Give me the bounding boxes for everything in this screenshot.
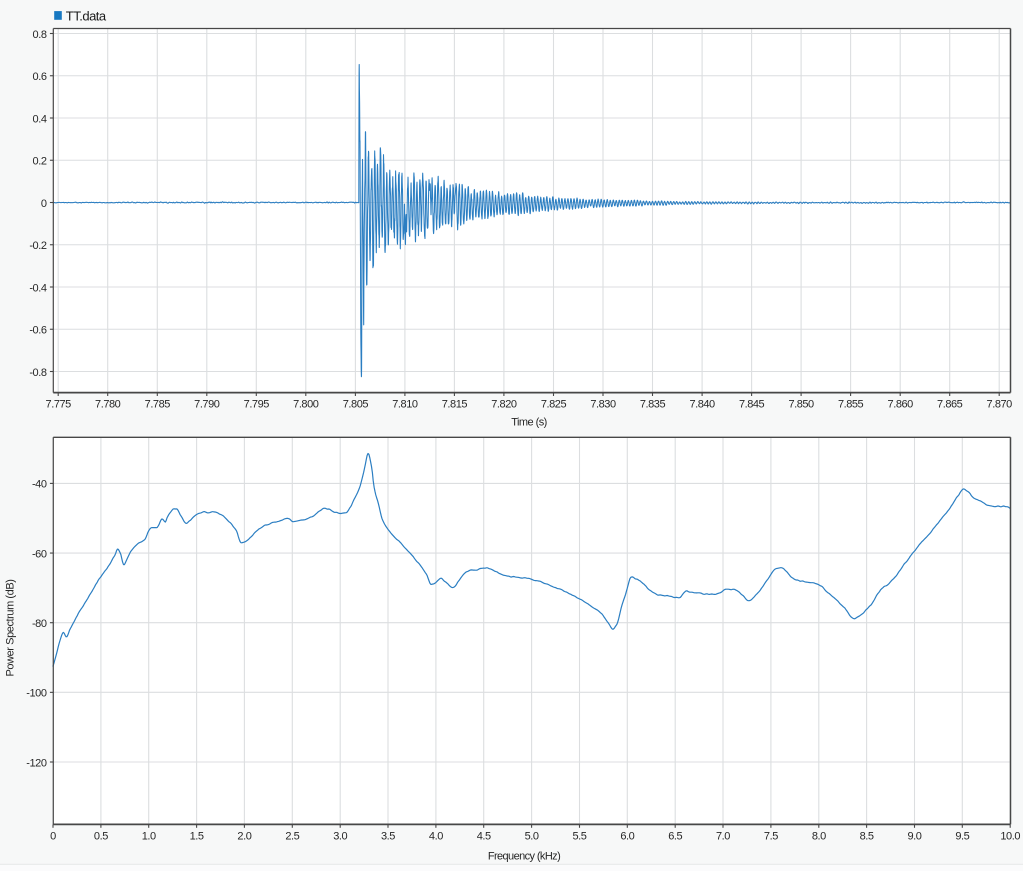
svg-text:4.5: 4.5 [477, 831, 491, 843]
svg-text:-0.4: -0.4 [29, 282, 46, 294]
svg-text:7.0: 7.0 [716, 831, 730, 843]
svg-text:4.0: 4.0 [429, 831, 443, 843]
svg-text:7.840: 7.840 [689, 399, 715, 411]
svg-text:7.835: 7.835 [640, 399, 666, 411]
svg-text:5.0: 5.0 [525, 831, 539, 843]
svg-text:-0.2: -0.2 [29, 240, 46, 252]
svg-text:7.5: 7.5 [764, 831, 778, 843]
svg-text:8.5: 8.5 [860, 831, 874, 843]
svg-text:9.0: 9.0 [908, 831, 922, 843]
svg-text:-0.8: -0.8 [29, 367, 46, 379]
svg-text:8.0: 8.0 [812, 831, 826, 843]
svg-text:-120: -120 [26, 757, 47, 769]
svg-text:-0.6: -0.6 [29, 325, 46, 337]
svg-text:7.850: 7.850 [788, 399, 814, 411]
svg-text:7.820: 7.820 [491, 399, 517, 411]
svg-text:0.4: 0.4 [33, 113, 47, 125]
svg-text:Power Spectrum (dB): Power Spectrum (dB) [5, 580, 17, 677]
svg-text:7.860: 7.860 [888, 399, 914, 411]
svg-text:7.870: 7.870 [987, 399, 1013, 411]
svg-text:7.795: 7.795 [244, 399, 270, 411]
svg-text:7.790: 7.790 [194, 399, 220, 411]
svg-text:-100: -100 [26, 688, 47, 700]
svg-text:7.780: 7.780 [95, 399, 121, 411]
svg-text:1.5: 1.5 [190, 831, 204, 843]
svg-text:7.845: 7.845 [739, 399, 765, 411]
svg-text:7.810: 7.810 [392, 399, 418, 411]
svg-text:10.0: 10.0 [1000, 831, 1020, 843]
svg-text:7.805: 7.805 [343, 399, 369, 411]
svg-text:7.855: 7.855 [838, 399, 864, 411]
svg-text:7.800: 7.800 [293, 399, 319, 411]
svg-text:0.6: 0.6 [33, 71, 47, 83]
svg-text:2.0: 2.0 [237, 831, 251, 843]
svg-text:0: 0 [41, 198, 47, 210]
svg-text:5.5: 5.5 [573, 831, 587, 843]
svg-text:6.5: 6.5 [668, 831, 682, 843]
svg-text:TT.data: TT.data [66, 8, 107, 23]
svg-text:7.825: 7.825 [541, 399, 567, 411]
svg-text:0.8: 0.8 [33, 29, 47, 41]
svg-text:9.5: 9.5 [955, 831, 969, 843]
svg-text:3.0: 3.0 [333, 831, 347, 843]
svg-text:7.775: 7.775 [46, 399, 72, 411]
svg-text:-60: -60 [32, 548, 47, 560]
svg-text:7.830: 7.830 [590, 399, 616, 411]
svg-text:7.785: 7.785 [145, 399, 171, 411]
svg-text:3.5: 3.5 [381, 831, 395, 843]
svg-text:0.5: 0.5 [94, 831, 108, 843]
svg-text:2.5: 2.5 [285, 831, 299, 843]
svg-text:0: 0 [50, 831, 56, 843]
svg-text:Frequency (kHz): Frequency (kHz) [488, 851, 560, 863]
svg-text:1.0: 1.0 [142, 831, 156, 843]
svg-text:7.815: 7.815 [442, 399, 468, 411]
svg-text:-80: -80 [32, 618, 47, 630]
svg-text:7.865: 7.865 [937, 399, 963, 411]
svg-text:0.2: 0.2 [33, 156, 47, 168]
svg-text:6.0: 6.0 [620, 831, 634, 843]
svg-text:Time (s): Time (s) [511, 417, 547, 429]
svg-text:-40: -40 [32, 479, 47, 491]
